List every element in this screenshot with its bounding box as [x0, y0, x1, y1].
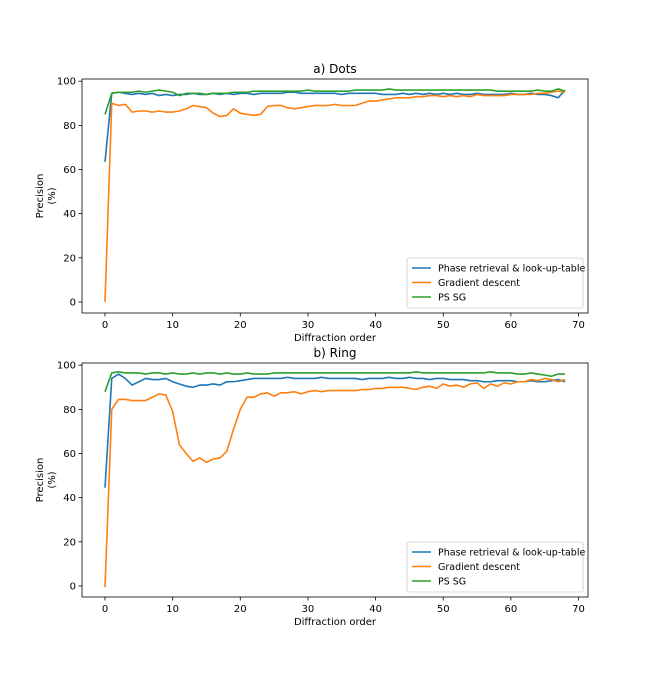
y-axis-label-line: (%)	[47, 471, 58, 488]
x-tick-label: 40	[369, 604, 382, 615]
series-line-gradient-descent	[104, 90, 566, 302]
x-tick-label: 70	[572, 320, 585, 331]
series-line-ps-sg	[104, 371, 565, 392]
legend-label: PS SG	[438, 293, 466, 304]
plot-frame	[81, 78, 589, 314]
y-tick-label: 80	[63, 121, 76, 132]
legend-label: Phase retrieval & look-up-table	[438, 548, 585, 559]
legend-label: PS SG	[438, 577, 466, 588]
legend: Phase retrieval & look-up-table Gradient …	[406, 257, 585, 309]
x-tick-label: 60	[505, 604, 518, 615]
x-tick-label: 50	[437, 604, 450, 615]
x-tick-label: 30	[302, 604, 315, 615]
y-tick-label: 0	[70, 581, 76, 592]
x-tick-label: 50	[437, 320, 450, 331]
chart-title: b) Ring	[313, 346, 356, 360]
x-tick-label: 70	[572, 604, 585, 615]
y-tick-label: 80	[63, 405, 76, 416]
y-tick-label: 40	[63, 209, 76, 220]
legend-box	[406, 257, 584, 309]
series-line-phase-retrieval-look-up-table	[104, 373, 566, 488]
chart-panel-1: 0 10 20 30 40 50 60 70 0 20 40 60 80 100 b) Ring Diffra…	[35, 346, 589, 628]
chart-title: a) Dots	[313, 62, 356, 76]
y-tick-label: 60	[63, 165, 76, 176]
x-tick-label: 10	[166, 604, 179, 615]
x-tick-label: 0	[102, 604, 108, 615]
x-tick-label: 60	[505, 320, 518, 331]
x-tick-label: 0	[102, 320, 108, 331]
chart-panel-0: 0 10 20 30 40 50 60 70 0 20 40 60 80 100 a) Dots Diffra…	[35, 62, 589, 344]
legend-box	[406, 541, 584, 593]
y-tick-label: 40	[63, 493, 76, 504]
series-line-gradient-descent	[104, 377, 566, 588]
legend-label: Gradient descent	[438, 278, 520, 289]
y-axis-label-line: (%)	[47, 187, 58, 204]
y-tick-label: 0	[70, 297, 76, 308]
x-tick-label: 20	[234, 604, 247, 615]
y-tick-label: 100	[57, 77, 76, 88]
y-tick-label: 100	[57, 361, 76, 372]
x-tick-label: 30	[302, 320, 315, 331]
x-axis-label: Diffraction order	[294, 333, 377, 344]
x-tick-label: 10	[166, 320, 179, 331]
x-tick-label: 20	[234, 320, 247, 331]
y-axis-label-line: Precision	[35, 174, 46, 219]
plot-frame	[81, 362, 589, 598]
legend-label: Gradient descent	[438, 562, 520, 573]
y-tick-label: 20	[63, 253, 76, 264]
y-tick-label: 60	[63, 449, 76, 460]
y-axis-label-line: Precision	[35, 458, 46, 503]
x-axis-label: Diffraction order	[294, 617, 377, 628]
legend: Phase retrieval & look-up-table Gradient …	[406, 541, 585, 593]
series-line-ps-sg	[104, 88, 566, 115]
x-tick-label: 40	[369, 320, 382, 331]
series-line-phase-retrieval-look-up-table	[104, 89, 566, 162]
legend-label: Phase retrieval & look-up-table	[438, 264, 585, 275]
y-tick-label: 20	[63, 537, 76, 548]
